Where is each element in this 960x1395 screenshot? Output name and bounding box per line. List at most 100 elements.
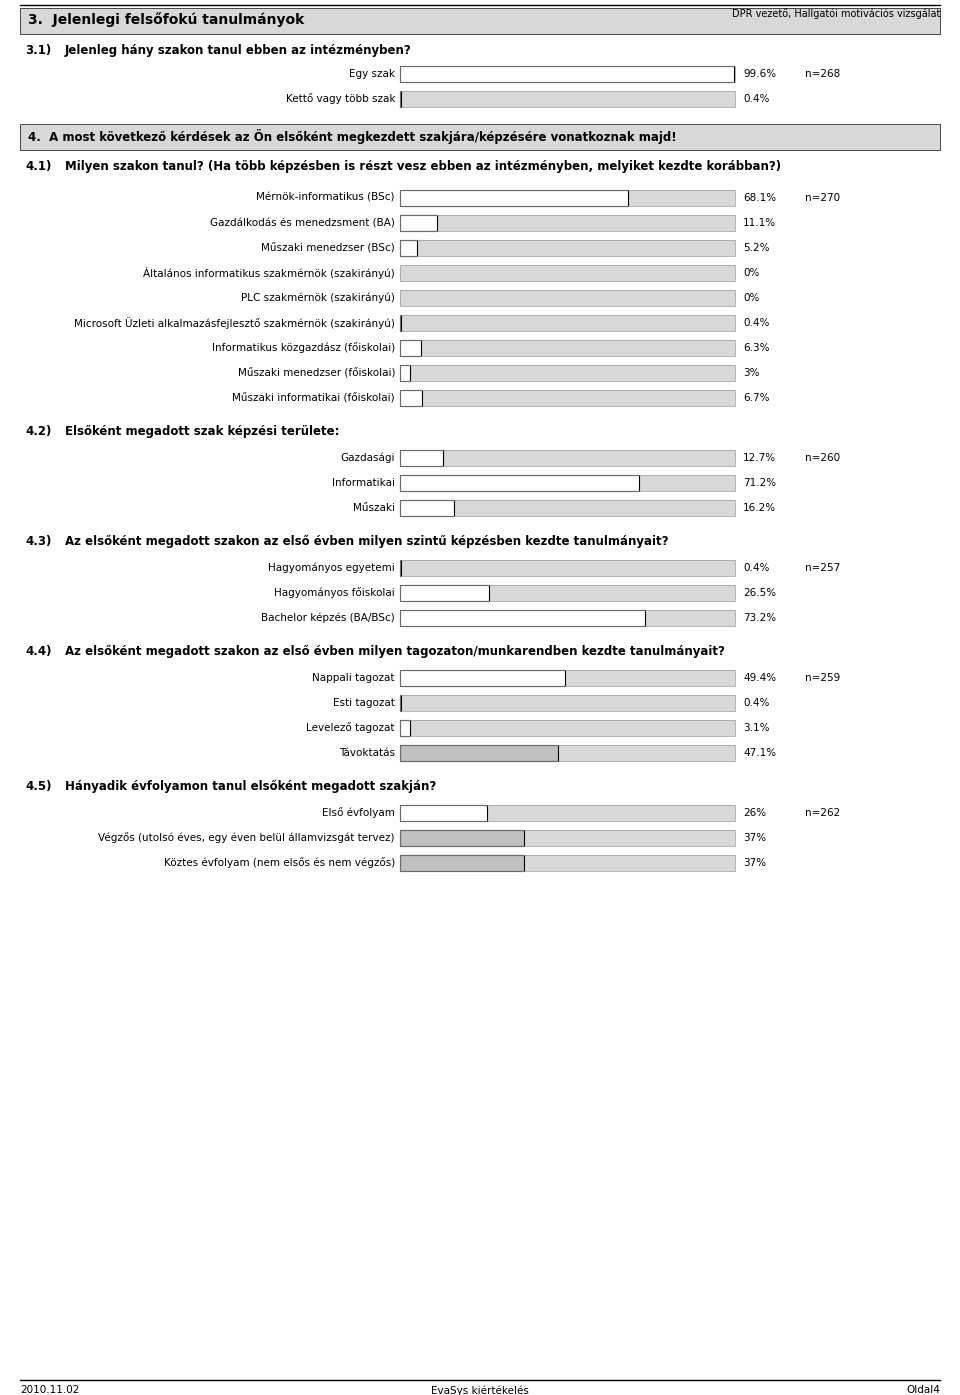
Bar [400, 315, 735, 331]
Text: 0%: 0% [743, 293, 759, 303]
Text: Hagyományos egyetemi: Hagyományos egyetemi [268, 562, 395, 573]
Text: Gazdasági: Gazdasági [341, 453, 395, 463]
Bar [400, 66, 733, 82]
Bar [20, 8, 940, 33]
Bar [400, 340, 735, 356]
Bar [400, 805, 487, 822]
Bar [400, 240, 735, 257]
Text: 3.  Jelenlegi felsőfokú tanulmányok: 3. Jelenlegi felsőfokú tanulmányok [28, 13, 304, 28]
Bar [400, 476, 638, 491]
Bar [400, 559, 735, 576]
Bar [400, 830, 735, 845]
Text: 37%: 37% [743, 833, 766, 843]
Bar [400, 91, 401, 107]
Text: Az elsőként megadott szakon az első évben milyen szintű képzésben kezdte tanulmá: Az elsőként megadott szakon az első évbe… [65, 536, 668, 548]
Bar [400, 499, 735, 516]
Text: Távoktatás: Távoktatás [339, 748, 395, 757]
Bar [400, 745, 558, 762]
Bar [400, 695, 401, 711]
Bar [400, 365, 410, 381]
Text: Műszaki informatikai (főiskolai): Műszaki informatikai (főiskolai) [232, 393, 395, 403]
Bar [400, 670, 735, 686]
Text: 4.1): 4.1) [25, 160, 52, 173]
Bar [400, 215, 735, 232]
Text: Levelező tagozat: Levelező tagozat [306, 723, 395, 734]
Bar [400, 240, 735, 257]
Bar [400, 610, 735, 626]
Text: Milyen szakon tanul? (Ha több képzésben is részt vesz ebben az intézményben, mel: Milyen szakon tanul? (Ha több képzésben … [65, 160, 781, 173]
Text: Informatikus közgazdász (főiskolai): Informatikus közgazdász (főiskolai) [212, 343, 395, 353]
Text: Műszaki menedzser (főiskolai): Műszaki menedzser (főiskolai) [237, 368, 395, 378]
Text: 3%: 3% [743, 368, 759, 378]
Text: 2010.11.02: 2010.11.02 [20, 1385, 80, 1395]
Bar [400, 720, 735, 737]
Text: 11.1%: 11.1% [743, 218, 776, 227]
Text: 12.7%: 12.7% [743, 453, 776, 463]
Bar [400, 855, 735, 870]
Bar [400, 451, 443, 466]
Bar [400, 476, 735, 491]
Text: 26%: 26% [743, 808, 766, 817]
Bar [400, 559, 401, 576]
Bar [400, 190, 735, 206]
Text: Általános informatikus szakmérnök (szakirányú): Általános informatikus szakmérnök (szaki… [143, 266, 395, 279]
Bar [400, 670, 735, 686]
Text: n=268: n=268 [805, 68, 840, 80]
Text: Esti tagozat: Esti tagozat [333, 698, 395, 709]
Bar [400, 340, 735, 356]
Text: n=262: n=262 [805, 808, 840, 817]
Text: 0%: 0% [743, 268, 759, 278]
Text: Microsoft Üzleti alkalmazásfejlesztő szakmérnök (szakirányú): Microsoft Üzleti alkalmazásfejlesztő sza… [74, 317, 395, 329]
Text: n=270: n=270 [805, 193, 840, 204]
Text: Bachelor képzés (BA/BSc): Bachelor képzés (BA/BSc) [261, 612, 395, 624]
Text: 6.7%: 6.7% [743, 393, 770, 403]
Bar [400, 610, 735, 626]
Bar [400, 855, 735, 870]
Bar [20, 124, 940, 151]
Bar [400, 190, 628, 206]
Text: n=257: n=257 [805, 564, 840, 573]
Text: 47.1%: 47.1% [743, 748, 776, 757]
Text: 4.4): 4.4) [25, 644, 52, 658]
Bar [400, 830, 524, 845]
Text: 4.3): 4.3) [25, 536, 52, 548]
Bar [400, 805, 735, 822]
Bar [400, 499, 454, 516]
Text: Végzős (utolsó éves, egy éven belül államvizsgát tervez): Végzős (utolsó éves, egy éven belül álla… [99, 833, 395, 844]
Bar [400, 365, 735, 381]
Bar [400, 391, 422, 406]
Bar [400, 190, 735, 206]
Text: 71.2%: 71.2% [743, 478, 776, 488]
Bar [400, 585, 735, 601]
Text: 37%: 37% [743, 858, 766, 868]
Text: Köztes évfolyam (nem elsős és nem végzős): Köztes évfolyam (nem elsős és nem végzős… [164, 858, 395, 869]
Text: PLC szakmérnök (szakirányú): PLC szakmérnök (szakirányú) [241, 293, 395, 303]
Bar [400, 585, 735, 601]
Bar [400, 695, 735, 711]
Bar [400, 670, 565, 686]
Text: 4.2): 4.2) [25, 425, 52, 438]
Bar [400, 215, 437, 232]
Bar [400, 290, 735, 306]
Bar [400, 290, 735, 306]
Bar [400, 391, 735, 406]
Text: Első évfolyam: Első évfolyam [323, 808, 395, 819]
Bar [400, 559, 735, 576]
Bar [400, 745, 735, 762]
Bar [400, 240, 418, 257]
Text: 6.3%: 6.3% [743, 343, 770, 353]
Bar [400, 830, 735, 845]
Bar [400, 91, 735, 107]
Text: 16.2%: 16.2% [743, 504, 776, 513]
Text: 99.6%: 99.6% [743, 68, 776, 80]
Text: 73.2%: 73.2% [743, 612, 776, 624]
Text: Egy szak: Egy szak [349, 68, 395, 80]
Text: Gazdálkodás és menedzsment (BA): Gazdálkodás és menedzsment (BA) [210, 218, 395, 227]
Bar [400, 66, 735, 82]
Text: 68.1%: 68.1% [743, 193, 776, 204]
Text: Műszaki menedzser (BSc): Műszaki menedzser (BSc) [261, 243, 395, 254]
Text: Kettő vagy több szak: Kettő vagy több szak [285, 93, 395, 105]
Text: 0.4%: 0.4% [743, 564, 769, 573]
Text: Hányadik évfolyamon tanul elsőként megadott szakján?: Hányadik évfolyamon tanul elsőként megad… [65, 780, 436, 794]
Text: EvaSys kiértékelés: EvaSys kiértékelés [431, 1385, 529, 1395]
